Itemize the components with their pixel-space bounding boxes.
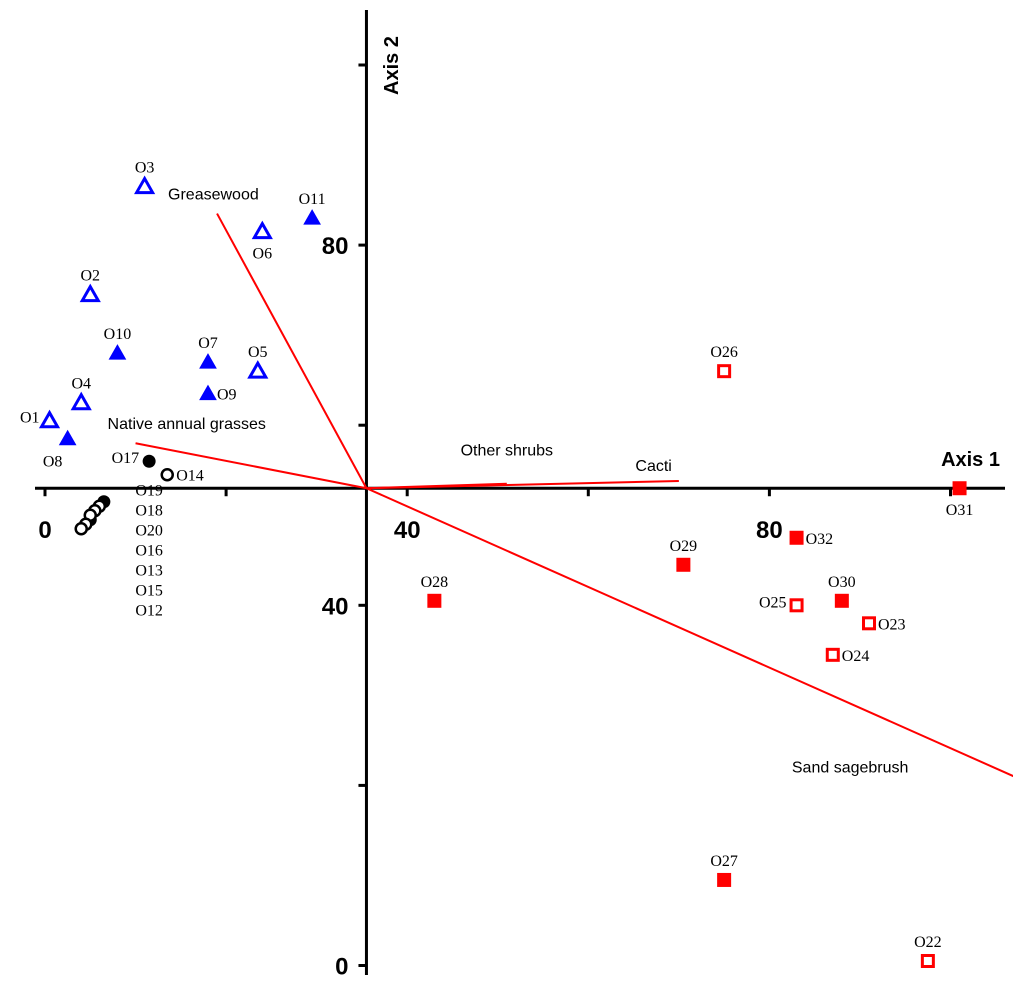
- data-point-o1: [38, 409, 61, 429]
- point-label: O5: [248, 344, 268, 361]
- point-label: O17: [112, 450, 140, 467]
- point-label: O28: [421, 574, 449, 591]
- data-point-o28: [427, 593, 442, 608]
- point-label: O2: [80, 268, 100, 285]
- point-label: O15: [135, 582, 163, 599]
- data-point-o14: [160, 467, 174, 482]
- biplot-vectors: Greasewood Native annual grasses Other shr…: [108, 187, 1013, 778]
- point-label: O30: [828, 574, 856, 591]
- point-label: O31: [946, 502, 974, 519]
- data-point-o9: [199, 384, 217, 401]
- y-tick-label: 0: [335, 954, 348, 981]
- data-point-o30: [834, 593, 849, 608]
- point-label: O24: [842, 648, 870, 665]
- y-tick-label: 40: [322, 593, 349, 620]
- data-point-o4: [70, 391, 92, 411]
- point-label: O11: [299, 191, 326, 208]
- point-label: O3: [135, 160, 155, 177]
- point-label: O25: [759, 594, 787, 611]
- vector-line: [216, 213, 368, 489]
- vector-label: Cacti: [635, 458, 671, 475]
- y-axis-title: Axis 2: [381, 36, 403, 95]
- vector-label: Native annual grasses: [108, 416, 266, 433]
- data-point-o11: [303, 209, 321, 225]
- vector-line: [366, 487, 1013, 778]
- point-label: O29: [670, 538, 698, 555]
- axes: 0 40 80 0 40 80: [35, 10, 1005, 981]
- point-label: O1: [20, 410, 40, 427]
- point-label: O4: [71, 376, 91, 393]
- x-tick-label: 80: [756, 517, 783, 544]
- point-labels: O1 O2 O3 O4 O5 O6 O7 O8 O9 O10 O11 O17 O14 O27 O28 O29 O…: [20, 160, 973, 951]
- point-label: O18: [135, 502, 163, 519]
- data-points: [38, 175, 967, 968]
- data-point-o12: [74, 522, 88, 536]
- point-label: O9: [217, 387, 237, 404]
- x-axis-title: Axis 1: [941, 449, 1000, 471]
- data-point-o8: [58, 429, 77, 446]
- point-label: O26: [710, 344, 738, 361]
- vector-label: Sand sagebrush: [792, 759, 909, 776]
- point-label: O23: [878, 616, 906, 633]
- point-label: O27: [710, 853, 738, 870]
- point-label: O32: [806, 531, 834, 548]
- data-point-o29: [676, 557, 691, 572]
- point-label: O19: [135, 482, 163, 499]
- vector-line: [135, 442, 367, 490]
- point-label: O20: [135, 522, 163, 539]
- data-point-o23: [862, 616, 877, 631]
- point-label: O22: [914, 934, 942, 951]
- point-label: O8: [43, 454, 63, 471]
- x-tick-label: 0: [38, 517, 51, 544]
- data-point-o17: [142, 454, 156, 468]
- data-point-o31: [952, 481, 967, 496]
- data-point-o2: [79, 283, 101, 303]
- vector-label: Greasewood: [168, 187, 259, 204]
- data-point-o25: [789, 598, 804, 613]
- x-tick-label: 40: [394, 517, 421, 544]
- data-point-o6: [251, 220, 273, 240]
- point-label: O14: [176, 468, 204, 485]
- data-point-o3: [134, 175, 156, 195]
- data-point-o10: [108, 344, 127, 360]
- vector-label: Other shrubs: [461, 443, 553, 460]
- point-label: O10: [104, 326, 132, 343]
- data-point-o22: [920, 953, 935, 968]
- point-label: O13: [135, 562, 163, 579]
- data-point-o7: [199, 353, 217, 369]
- vector-line: [366, 480, 679, 490]
- y-tick-label: 80: [322, 233, 349, 260]
- point-label: O12: [135, 602, 163, 619]
- point-label: O16: [135, 542, 163, 559]
- data-point-o26: [717, 364, 732, 379]
- data-point-o32: [789, 530, 804, 545]
- point-label: O6: [253, 246, 273, 263]
- data-point-o27: [717, 872, 732, 887]
- data-point-o5: [247, 360, 269, 379]
- point-label: O7: [198, 335, 218, 352]
- data-point-o24: [825, 647, 840, 662]
